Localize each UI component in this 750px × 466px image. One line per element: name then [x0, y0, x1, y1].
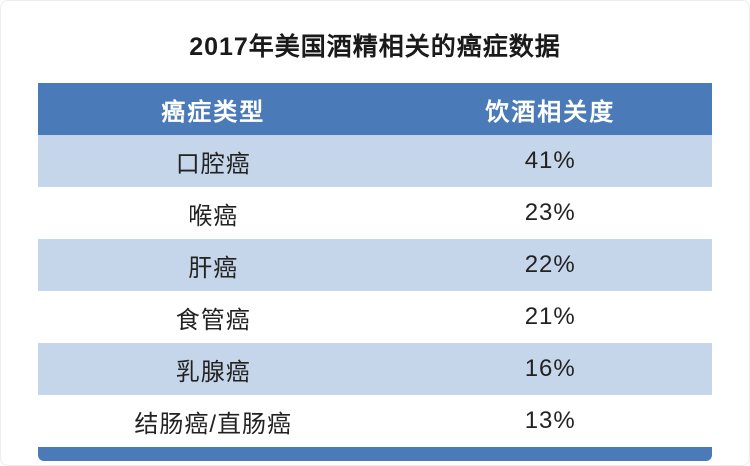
cancer-type-cell: 结肠癌/直肠癌 — [134, 410, 293, 438]
header-drinking-relevance: 饮酒相关度 — [485, 98, 616, 126]
relevance-cell: 16% — [524, 355, 576, 382]
relevance-cell: 23% — [524, 199, 576, 226]
relevance-cell: 41% — [524, 147, 576, 174]
cancer-data-table: 癌症类型 饮酒相关度 口腔癌 41% 喉癌 23% 肝癌 22% 食管癌 21% — [38, 83, 712, 447]
table-row: 食管癌 21% — [38, 291, 712, 343]
table-row: 口腔癌 41% — [38, 135, 712, 187]
table-row: 乳腺癌 16% — [38, 343, 712, 395]
relevance-cell: 21% — [524, 303, 576, 330]
table-footer-bar — [38, 447, 712, 461]
table-row: 结肠癌/直肠癌 13% — [38, 395, 712, 447]
table-row: 肝癌 22% — [38, 239, 712, 291]
relevance-cell: 22% — [524, 251, 576, 278]
table-header-row: 癌症类型 饮酒相关度 — [38, 83, 712, 135]
header-cancer-type: 癌症类型 — [161, 98, 266, 126]
cancer-type-cell: 乳腺癌 — [175, 358, 251, 386]
cancer-type-cell: 喉癌 — [188, 202, 239, 230]
relevance-cell: 13% — [524, 407, 576, 434]
table-row: 喉癌 23% — [38, 187, 712, 239]
cancer-type-cell: 口腔癌 — [175, 150, 251, 178]
cancer-type-cell: 食管癌 — [175, 306, 251, 334]
cancer-type-cell: 肝癌 — [188, 254, 239, 282]
page-title: 2017年美国酒精相关的癌症数据 — [189, 33, 561, 61]
